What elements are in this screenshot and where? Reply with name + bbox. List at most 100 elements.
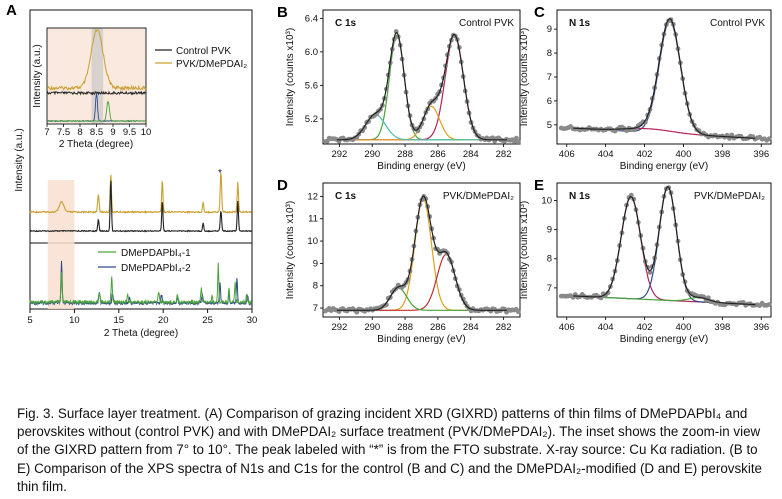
x-tick-label: 292 — [331, 322, 347, 333]
fit-component — [336, 253, 507, 311]
legend-control-pvk: Control PVK — [176, 46, 231, 57]
x-tick-label: 282 — [496, 149, 512, 160]
y-tick-label: 6.0 — [305, 47, 318, 58]
legend-pvk-dmepdai2: PVK/DMePDAI₂ — [176, 59, 247, 70]
dmepdapbi4-2-trace — [29, 260, 253, 307]
x-tick-label: 406 — [559, 149, 575, 160]
inset-ylabel: Intensity (a.u.) — [32, 44, 43, 107]
panel-d: D C 1s PVK/DMePDAI₂ 292 290 288 286 284 282 7 8 9 10… — [277, 177, 521, 345]
inset-x-tick-label: 7 — [44, 127, 49, 138]
inset-pvk-trace — [46, 28, 147, 92]
panel-e-frame — [556, 182, 772, 318]
element-label: C 1s — [335, 191, 357, 202]
y-tick-label: 7 — [547, 72, 552, 83]
y-tick-label: 5.2 — [305, 114, 318, 125]
x-tick-label: 288 — [397, 322, 413, 333]
data-point — [647, 270, 653, 275]
xlabel: Binding energy (eV) — [377, 161, 465, 172]
control-pvk-trace — [29, 180, 252, 233]
y-tick-label: 6.4 — [305, 13, 318, 24]
data-point — [516, 139, 521, 145]
x-tick-label: 286 — [430, 149, 446, 160]
data-point — [514, 135, 519, 141]
x-tick-label: 400 — [676, 322, 692, 333]
panel-a-x-ticks: 5 10 15 20 25 30 — [27, 309, 257, 326]
x-tick-label: 292 — [331, 149, 347, 160]
x-tick-label: 290 — [364, 322, 380, 333]
x-tick-label: 404 — [598, 322, 614, 333]
x-tick-label: 286 — [430, 322, 446, 333]
panel-a-x-tick-label: 25 — [202, 315, 213, 326]
inset-x-tick-label: 10 — [141, 127, 152, 138]
panel-a-frame — [29, 9, 253, 310]
panel-letter-e: E — [534, 177, 544, 194]
x-tick-label: 406 — [559, 322, 575, 333]
y-tick-label: 7 — [547, 283, 552, 294]
y-tick-label: 9 — [547, 24, 552, 35]
y-tick-label: 8 — [547, 48, 552, 59]
element-label: N 1s — [569, 191, 591, 202]
fit-component — [336, 287, 507, 311]
xlabel: Binding energy (eV) — [620, 161, 708, 172]
inset-peak-band — [91, 28, 104, 124]
inset-x-tick-label: 9 — [110, 127, 115, 138]
pvk-dmepdai2-trace — [29, 172, 252, 215]
inset-x-tick-label: 7.5 — [57, 127, 70, 138]
fit-component — [573, 20, 756, 139]
xlabel: Binding energy (eV) — [620, 334, 708, 345]
panel-c-frame — [556, 9, 772, 145]
ylabel: Intensity (counts x10³) — [285, 28, 296, 126]
inset-x-ticks: 7 7.5 8 8.5 9 9.5 10 — [44, 124, 151, 138]
fit-component — [573, 186, 756, 306]
element-label: N 1s — [569, 18, 591, 29]
y-tick-label: 8 — [547, 254, 552, 265]
x-tick-label: 290 — [364, 149, 380, 160]
x-tick-label: 288 — [397, 149, 413, 160]
fit-envelope — [336, 31, 507, 141]
sample-label: Control PVK — [710, 18, 765, 29]
y-tick-label: 6 — [547, 96, 552, 107]
caption-lead: Fig. 3. Surface layer treatment. — [17, 406, 201, 421]
xlabel: Binding energy (eV) — [377, 334, 465, 345]
x-tick-label: 404 — [598, 149, 614, 160]
legend-pbi4-2: DMePDAPbI₄-2 — [121, 263, 191, 274]
panel-a-xlabel: 2 Theta (degree) — [104, 328, 178, 339]
fit-envelope — [573, 18, 756, 139]
panel-a-x-tick-label: 30 — [247, 315, 258, 326]
data-point — [558, 293, 564, 299]
y-tick-label: 5 — [547, 120, 552, 131]
panel-letter-c: C — [534, 4, 545, 21]
legend-pbi4-1: DMePDAPbI₄-1 — [121, 248, 191, 259]
ylabel: Intensity (counts x10³) — [519, 201, 530, 299]
panel-a-x-tick-label: 20 — [158, 315, 169, 326]
y-tick-label: 12 — [307, 191, 318, 202]
x-tick-label: 398 — [714, 149, 730, 160]
y-tick-label: 9 — [547, 225, 552, 236]
element-label: C 1s — [335, 18, 357, 29]
inset-x-tick-label: 9.5 — [123, 127, 136, 138]
panel-d-frame — [322, 182, 521, 318]
panel-a: A * DMePDAPbI₄-1 DMePDAPbI₄-2 Control PV… — [6, 2, 257, 339]
data-point — [322, 139, 328, 145]
panel-c: C N 1s Control PVK 406 404 402 400 398 396 5 6 7 8 9 B… — [519, 4, 772, 172]
panel-a-ylabel: Intensity (a.u.) — [14, 128, 25, 191]
y-tick-label: 5.6 — [305, 80, 318, 91]
x-tick-label: 284 — [463, 149, 479, 160]
inset-xlabel: 2 Theta (degree) — [59, 139, 133, 150]
sample-label: PVK/DMePDAI₂ — [443, 191, 514, 202]
x-tick-label: 282 — [496, 322, 512, 333]
panel-a-x-tick-label: 5 — [27, 315, 32, 326]
panel-a-inset: 7 7.5 8 8.5 9 9.5 10 2 Theta (degree) Intensit… — [32, 27, 151, 150]
x-tick-label: 396 — [753, 322, 769, 333]
figure-3: A * DMePDAPbI₄-1 DMePDAPbI₄-2 Control PV… — [6, 2, 772, 345]
x-tick-label: 402 — [637, 322, 653, 333]
x-tick-label: 398 — [714, 322, 730, 333]
inset-pbi4-1-trace — [46, 101, 147, 123]
x-tick-label: 402 — [637, 149, 653, 160]
panel-b-frame — [322, 9, 521, 145]
data-point — [729, 132, 735, 138]
y-tick-label: 9 — [313, 258, 318, 269]
figure-caption: Fig. 3. Surface layer treatment. (A) Com… — [17, 405, 769, 496]
fto-peak-star: * — [218, 168, 222, 179]
fit-envelope — [336, 195, 507, 311]
